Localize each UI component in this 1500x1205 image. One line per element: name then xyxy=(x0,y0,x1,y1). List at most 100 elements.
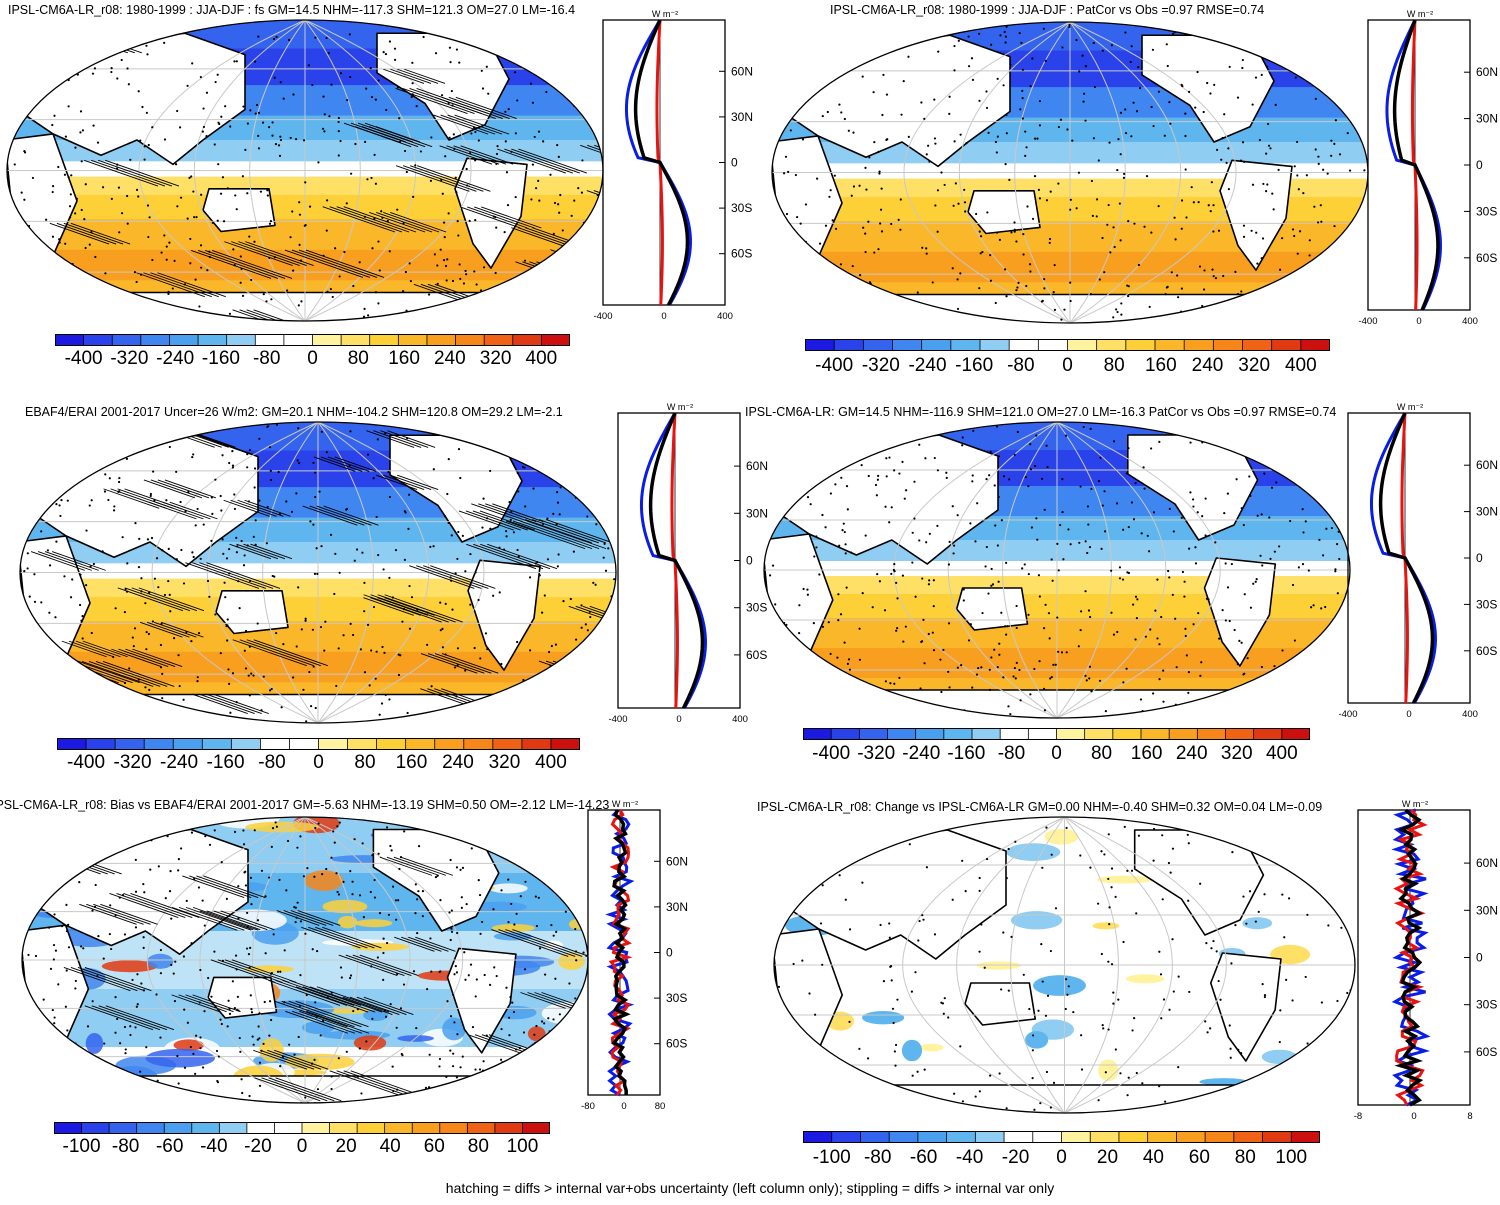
profile-lat-tick: 60S xyxy=(1476,1045,1497,1059)
colorbar-swatch xyxy=(859,728,888,740)
colorbar-swatch xyxy=(283,334,313,346)
colorbar-swatch xyxy=(231,738,261,750)
colorbar-tick-label: -240 xyxy=(156,348,195,369)
colorbar-tick-label: -160 xyxy=(947,743,986,764)
colorbar-tick-label: 400 xyxy=(525,348,558,369)
colorbar-swatch xyxy=(943,728,973,740)
profile-lat-tick: 60N xyxy=(746,459,768,473)
continent-outline xyxy=(1279,34,1341,67)
colorbar-swatch xyxy=(1300,339,1330,351)
colorbar-swatch xyxy=(1056,728,1086,740)
colorbar-swatch xyxy=(917,1131,948,1143)
colorbar-swatch xyxy=(831,1131,861,1143)
panel-title: IPSL-CM6A-LR: GM=14.5 NHM=-116.9 SHM=121… xyxy=(745,405,1337,419)
hatching xyxy=(30,430,616,723)
colorbar-tick-label: 100 xyxy=(1275,1147,1308,1168)
colorbar-swatch xyxy=(1155,339,1185,351)
colorbar-tick-label: 40 xyxy=(379,1136,401,1157)
colorbar-swatch xyxy=(112,334,142,346)
colorbar-swatch xyxy=(54,1122,83,1134)
colorbar-swatch xyxy=(803,728,832,740)
colorbar-swatch xyxy=(434,738,465,750)
colorbar-tick-label: 80 xyxy=(467,1136,489,1157)
profile-x-tick: 400 xyxy=(732,714,748,725)
profile-line-red xyxy=(1393,809,1428,1106)
profile-lat-tick: 60S xyxy=(1476,251,1497,265)
panel-title: IPSL-CM6A-LR_r08: Bias vs EBAF4/ERAI 200… xyxy=(0,798,610,812)
colorbar-swatch xyxy=(892,339,923,351)
colorbar-swatch xyxy=(512,334,542,346)
colorbar-swatch xyxy=(805,339,835,351)
colorbar-swatch xyxy=(1067,339,1098,351)
colorbar-swatch xyxy=(1147,1131,1177,1143)
profile-x-tick: 0 xyxy=(1416,316,1421,327)
colorbar-swatch xyxy=(405,738,436,750)
colorbar-swatch xyxy=(173,738,203,750)
profile-line-black xyxy=(1378,412,1435,704)
colorbar-swatch xyxy=(357,1122,386,1134)
colorbar-swatch xyxy=(1038,339,1068,351)
map xyxy=(19,421,617,724)
colorbar-tick-label: 80 xyxy=(1234,1147,1256,1168)
colorbar-swatch xyxy=(81,1122,110,1134)
colorbar-tick-label: -80 xyxy=(863,1147,892,1168)
profile-lat-tick: 0 xyxy=(746,554,753,568)
profile-x-tick: 400 xyxy=(1462,709,1478,720)
profile-line-blue xyxy=(605,808,635,1097)
colorbar-swatch xyxy=(1141,728,1170,740)
colorbar-swatch xyxy=(1271,339,1302,351)
profile-x-tick: -400 xyxy=(1338,709,1357,720)
colorbar-swatch xyxy=(1000,728,1029,740)
colorbar-swatch xyxy=(164,1122,193,1134)
colorbar-swatch xyxy=(376,738,407,750)
colorbar-tick-label: 160 xyxy=(1144,355,1177,376)
colorbar-swatch xyxy=(341,334,371,346)
colorbar-swatch xyxy=(972,728,1001,740)
colorbar-swatch xyxy=(831,728,860,740)
colorbar-swatch xyxy=(55,334,85,346)
map xyxy=(6,19,604,322)
colorbar-tick-label: -80 xyxy=(258,752,286,773)
colorbar-swatch xyxy=(887,728,917,740)
profile-lat-tick: 60S xyxy=(746,648,767,662)
stippling xyxy=(772,22,1368,323)
colorbar-swatch xyxy=(1262,1131,1292,1143)
profile-lat-tick: 30N xyxy=(1476,505,1498,519)
colorbar-swatch xyxy=(86,738,116,750)
colorbar-tick-label: 400 xyxy=(535,752,567,773)
profile-units: W m⁻² xyxy=(1407,9,1433,19)
profile-line-black xyxy=(611,809,631,1096)
colorbar-tick-label: 20 xyxy=(335,1136,357,1157)
colorbar-swatch xyxy=(1112,728,1142,740)
colorbar-tick-label: -320 xyxy=(110,348,149,369)
colorbar-tick-label: 80 xyxy=(1103,355,1125,376)
profile-units: W m⁻² xyxy=(652,9,678,19)
colorbar-tick-label: 40 xyxy=(1142,1147,1164,1168)
colorbar-tick-label: 160 xyxy=(395,752,428,773)
continent-outline xyxy=(1268,829,1329,861)
zonal-profile: W m⁻² 60N 30N 0 30S 60S -8 0 8 xyxy=(1354,799,1498,1122)
colorbar-swatch xyxy=(246,1122,275,1134)
colorbar-swatch xyxy=(921,339,952,351)
colorbar-tick-label: -80 xyxy=(1007,355,1035,376)
colorbar-tick-label: -160 xyxy=(201,348,240,369)
colorbar-tick-label: -60 xyxy=(909,1147,938,1168)
colorbar-swatch xyxy=(83,334,113,346)
profile-lat-tick: 30S xyxy=(1476,998,1497,1012)
profile-x-tick: 0 xyxy=(661,311,666,322)
panel-title: IPSL-CM6A-LR_r08: 1980-1999 : JJA-DJF : … xyxy=(8,3,576,17)
colorbar-swatch xyxy=(484,334,514,346)
colorbar-swatch xyxy=(522,1122,550,1134)
profile-lat-tick: 60S xyxy=(666,1037,687,1051)
profile-lat-tick: 30N xyxy=(666,900,688,914)
colorbar-tick-label: -400 xyxy=(812,743,851,764)
colorbar-tick-label: -160 xyxy=(955,355,994,376)
profile-x-tick: -400 xyxy=(608,714,627,725)
colorbar-swatch xyxy=(255,334,285,346)
colorbar-swatch xyxy=(318,738,349,750)
colorbar-tick-label: 240 xyxy=(1175,743,1208,764)
colorbar-tick-label: -60 xyxy=(155,1136,184,1157)
profile-x-tick: 400 xyxy=(717,311,733,322)
continent-outline xyxy=(1203,557,1277,667)
colorbar-swatch xyxy=(144,738,174,750)
